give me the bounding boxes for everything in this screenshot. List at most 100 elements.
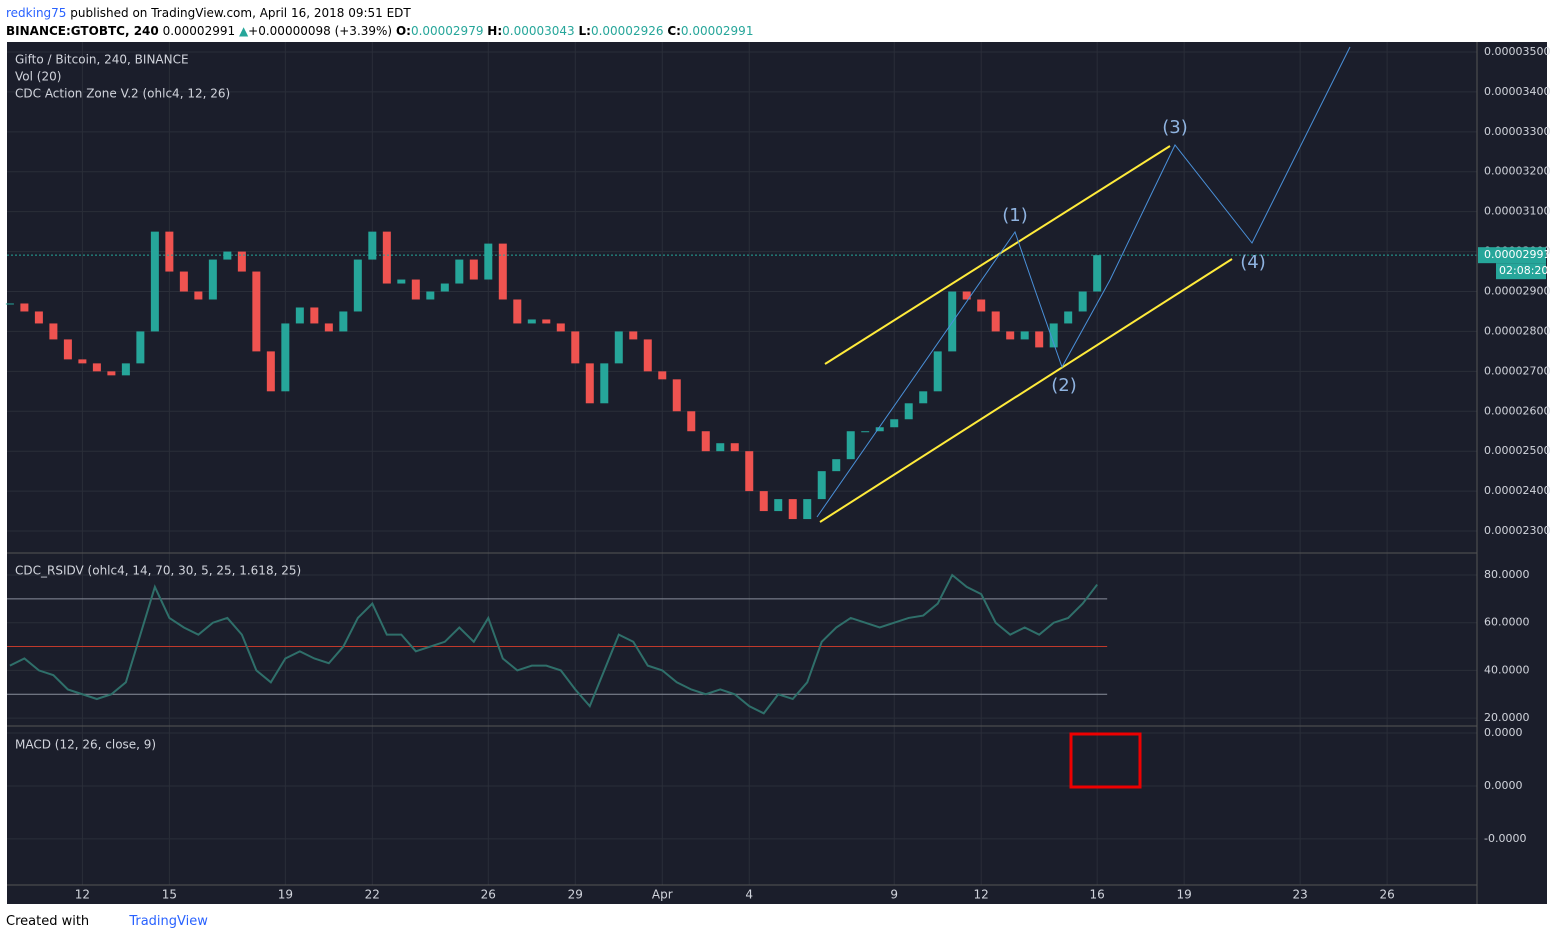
pane-title: CDC_RSIDV (ohlc4, 14, 70, 30, 5, 25, 1.6… xyxy=(15,564,301,578)
pane-title: CDC Action Zone V.2 (ohlc4, 12, 26) xyxy=(15,87,230,101)
candle xyxy=(803,499,812,520)
h: 0.00003043 xyxy=(502,24,575,38)
x-tick-label: 19 xyxy=(1177,888,1192,902)
l: 0.00002926 xyxy=(590,24,664,38)
candle xyxy=(237,251,246,272)
candle xyxy=(571,331,580,364)
arrow: ▲ xyxy=(238,24,249,38)
x-tick-label: 16 xyxy=(1090,888,1105,902)
x-tick-label: 15 xyxy=(162,888,177,902)
wave-path xyxy=(816,46,1351,518)
c: 0.00002991 xyxy=(680,24,754,38)
candle xyxy=(310,307,319,324)
wave-labels: (1) (2) (3) (4) xyxy=(1002,117,1266,396)
candle xyxy=(542,319,551,324)
candle xyxy=(1020,331,1029,340)
candle xyxy=(63,339,72,360)
y-tick-label: 0.00003100 xyxy=(1484,205,1550,218)
candle xyxy=(92,363,101,372)
o: 0.00002979 xyxy=(410,24,484,38)
candle xyxy=(730,443,739,452)
y-tick-label: 0.00002700 xyxy=(1484,364,1550,377)
wave-label: (2) xyxy=(1051,375,1077,396)
x-tick-label: 22 xyxy=(365,888,380,902)
candle xyxy=(252,271,261,352)
chart: (1) (2) (3) (4) Gifto / Bitcoin, 240, BI… xyxy=(5,42,1550,904)
y-tick-label: 0.00003300 xyxy=(1484,125,1550,138)
x-tick-label: 9 xyxy=(890,888,898,902)
x-tick-label: 12 xyxy=(75,888,90,902)
brand[interactable]: TradingView xyxy=(129,914,208,929)
candle xyxy=(991,311,1000,332)
grid xyxy=(7,42,1477,885)
header: redking75 published on TradingView.com, … xyxy=(6,4,753,40)
wave-label: (3) xyxy=(1162,117,1188,138)
candle xyxy=(614,331,623,364)
candle xyxy=(774,499,783,512)
x-tick-label: 26 xyxy=(481,888,496,902)
y-tick-label: 0.00003400 xyxy=(1484,85,1550,98)
countdown-tag xyxy=(1496,263,1546,280)
candle xyxy=(353,259,362,312)
y-tick-label: 0.00002900 xyxy=(1484,285,1550,298)
wave-label: (4) xyxy=(1240,252,1266,273)
candle xyxy=(1064,311,1073,324)
user[interactable]: redking75 xyxy=(6,6,67,20)
candle xyxy=(716,443,725,452)
y-tick-label: 0.00002500 xyxy=(1484,444,1550,457)
candle xyxy=(513,299,522,324)
x-tick-label: 23 xyxy=(1292,888,1307,902)
candle xyxy=(585,363,594,404)
candle xyxy=(759,491,768,512)
candle xyxy=(382,231,391,284)
countdown: 02:08:20 xyxy=(1499,264,1548,277)
candle xyxy=(121,363,130,376)
background xyxy=(7,42,1547,904)
highlight-box xyxy=(1069,732,1142,789)
y-tick-label: 0.00002400 xyxy=(1484,484,1550,497)
price-tag-label: 0.00002991 xyxy=(1484,248,1550,261)
y-tick-label: -0.0000 xyxy=(1484,832,1526,845)
pane-title: Gifto / Bitcoin, 240, BINANCE xyxy=(15,53,189,67)
candle xyxy=(295,307,304,324)
candle xyxy=(411,279,420,300)
candle xyxy=(150,231,159,332)
price-tag xyxy=(1478,247,1546,264)
change: +0.00000098 (+3.39%) xyxy=(248,24,393,38)
pane-title: MACD (12, 26, close, 9) xyxy=(15,738,156,752)
candle xyxy=(78,359,87,364)
x-tick-label: 4 xyxy=(745,888,753,902)
y-tick-label: 80.0000 xyxy=(1484,568,1530,581)
candle xyxy=(919,391,928,404)
candle xyxy=(368,231,377,260)
y-tick-label: 0.0000 xyxy=(1484,726,1523,739)
candle xyxy=(687,411,696,432)
candle xyxy=(788,499,797,520)
candle xyxy=(339,311,348,332)
y-tick-label: 0.00002800 xyxy=(1484,324,1550,337)
last: 0.00002991 xyxy=(162,24,236,38)
candle xyxy=(324,323,333,332)
published: published on TradingView.com, April 16, … xyxy=(70,6,411,20)
candle xyxy=(890,419,899,428)
candle xyxy=(701,431,710,452)
candle xyxy=(861,431,870,433)
l-label: L: xyxy=(578,24,591,38)
y-tick-label: 20.0000 xyxy=(1484,711,1530,724)
candle xyxy=(498,243,507,300)
candle xyxy=(397,279,406,284)
candle xyxy=(484,243,493,280)
candle xyxy=(136,331,145,364)
channel-line xyxy=(824,145,1171,365)
y-tick-label: 0.0000 xyxy=(1484,779,1523,792)
candle xyxy=(208,259,217,300)
candle xyxy=(556,323,565,332)
x-tick-label: 12 xyxy=(974,888,989,902)
wave-label: (1) xyxy=(1002,205,1028,226)
footer: Created with TradingView xyxy=(6,914,208,929)
candle xyxy=(977,299,986,312)
candle xyxy=(817,471,826,500)
candle xyxy=(281,323,290,392)
pane-title: Vol (20) xyxy=(15,70,61,84)
